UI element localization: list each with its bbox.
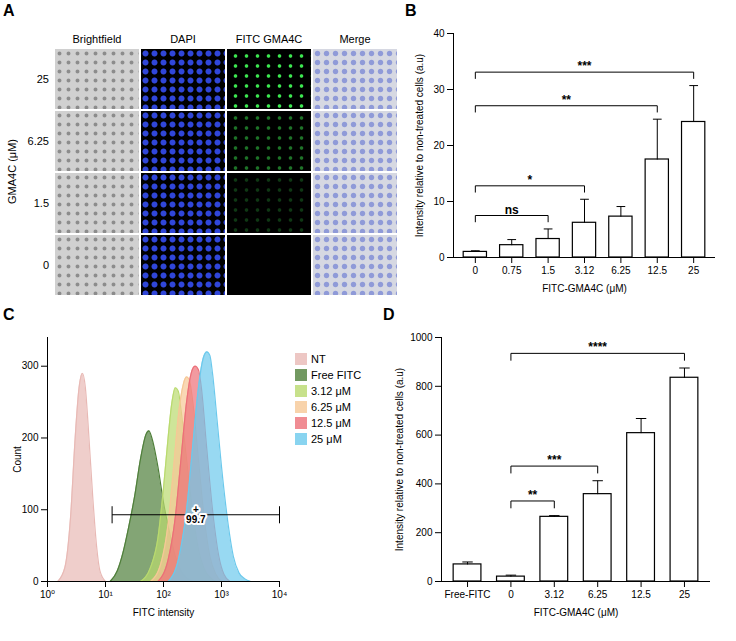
svg-text:FITC-GMA4C (μM): FITC-GMA4C (μM): [542, 283, 627, 294]
html-text:A: A: [3, 2, 15, 19]
svg-text:0: 0: [439, 252, 445, 263]
svg-text:600: 600: [416, 429, 433, 440]
html-text:GMA4C (μM): GMA4C (μM): [6, 139, 18, 205]
svg-text:12.5: 12.5: [648, 265, 668, 276]
svg-text:0.75: 0.75: [502, 265, 522, 276]
html-text:NT: NT: [311, 353, 326, 365]
svg-text:1.5: 1.5: [541, 265, 555, 276]
svg-text:200: 200: [416, 527, 433, 538]
html-text:D: D: [383, 306, 395, 323]
svg-text:3.12: 3.12: [545, 589, 565, 600]
svg-text:Count: Count: [12, 446, 23, 473]
html-text:12.5 μM: 12.5 μM: [311, 417, 351, 429]
svg-text:**: **: [562, 93, 572, 107]
svg-text:0: 0: [508, 589, 514, 600]
svg-text:200: 200: [22, 432, 39, 443]
svg-text:ns: ns: [505, 203, 519, 217]
svg-text:40: 40: [433, 28, 445, 39]
svg-text:Intensity relative to non-trea: Intensity relative to non-treated cells …: [394, 368, 405, 551]
html-text:3.12 μM: 3.12 μM: [311, 385, 351, 397]
svg-text:Free-FITC: Free-FITC: [444, 589, 490, 600]
html-text:Brightfield: Brightfield: [72, 33, 122, 45]
svg-text:25: 25: [679, 589, 691, 600]
svg-text:**: **: [528, 488, 538, 502]
html-text:6.25: 6.25: [27, 135, 49, 147]
svg-text:FITC-GMA4C (μM): FITC-GMA4C (μM): [534, 607, 619, 618]
svg-text:6.25: 6.25: [588, 589, 608, 600]
svg-text:10⁴: 10⁴: [272, 589, 287, 600]
html-text:DAPI: DAPI: [170, 33, 196, 45]
svg-text:400: 400: [416, 478, 433, 489]
svg-text:12.5: 12.5: [631, 589, 651, 600]
svg-text:300: 300: [22, 360, 39, 371]
svg-text:10²: 10²: [156, 589, 171, 600]
svg-text:0: 0: [33, 576, 39, 587]
svg-text:10³: 10³: [214, 589, 229, 600]
svg-text:3.12: 3.12: [575, 265, 595, 276]
svg-text:Intensity relative to non-trea: Intensity relative to non-treated cells …: [414, 54, 425, 237]
svg-text:20: 20: [433, 140, 445, 151]
svg-text:0: 0: [427, 576, 433, 587]
svg-text:+99.7: +99.7: [186, 504, 206, 525]
html-text:B: B: [405, 2, 417, 19]
svg-text:1000: 1000: [410, 332, 433, 343]
svg-text:FITC intensity: FITC intensity: [133, 607, 195, 618]
html-text:25 μM: 25 μM: [311, 433, 342, 445]
svg-text:100: 100: [22, 504, 39, 515]
svg-text:10: 10: [433, 196, 445, 207]
svg-text:25: 25: [688, 265, 700, 276]
svg-text:***: ***: [547, 453, 561, 467]
svg-text:30: 30: [433, 84, 445, 95]
svg-text:*: *: [528, 173, 533, 187]
svg-text:10⁰: 10⁰: [40, 589, 55, 600]
svg-text:0: 0: [473, 265, 479, 276]
html-text:Merge: Merge: [339, 33, 371, 45]
svg-text:800: 800: [416, 381, 433, 392]
svg-text:****: ****: [588, 340, 607, 354]
svg-text:***: ***: [577, 59, 591, 73]
html-text:FITC GMA4C: FITC GMA4C: [235, 33, 303, 45]
html-text:1.5: 1.5: [33, 197, 49, 209]
html-text:C: C: [3, 306, 15, 323]
svg-text:10¹: 10¹: [98, 589, 113, 600]
html-text:6.25 μM: 6.25 μM: [311, 401, 351, 413]
svg-text:6.25: 6.25: [611, 265, 631, 276]
html-text:Free FITC: Free FITC: [311, 369, 362, 381]
html-text:0: 0: [42, 259, 49, 271]
html-text:25: 25: [36, 73, 49, 85]
